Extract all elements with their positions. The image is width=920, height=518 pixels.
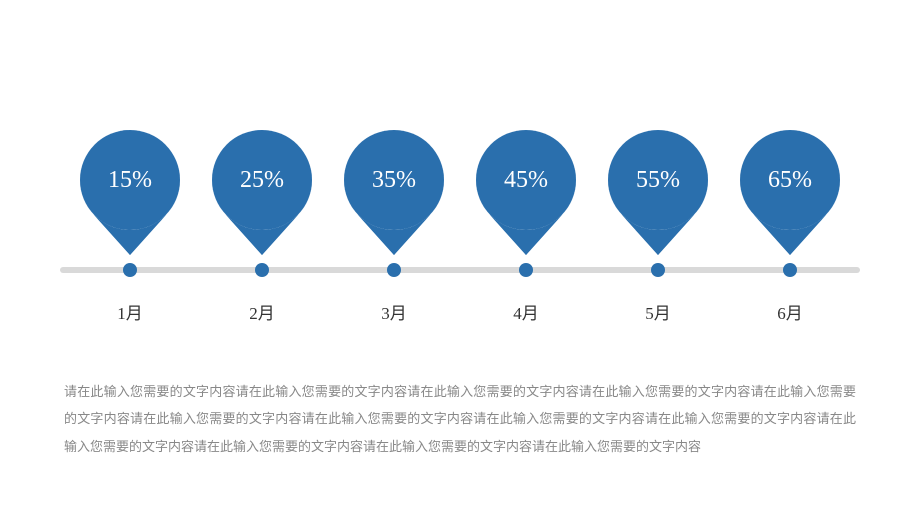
timeline-marker: 25% 2月 — [202, 130, 322, 324]
timeline-marker: 35% 3月 — [334, 130, 454, 324]
description-text: 请在此输入您需要的文字内容请在此输入您需要的文字内容请在此输入您需要的文字内容请… — [60, 378, 860, 460]
pin-value: 35% — [344, 167, 444, 194]
timeline: 15% 1月 25% 2月 35% 3月 45% 4月 55% 5月 65% 6月 — [60, 130, 860, 330]
pin-icon: 65% — [740, 130, 840, 255]
timeline-marker: 45% 4月 — [466, 130, 586, 324]
slide-container: 15% 1月 25% 2月 35% 3月 45% 4月 55% 5月 65% 6月 请在此输… — [0, 0, 920, 518]
timeline-dot — [519, 263, 533, 277]
timeline-markers: 15% 1月 25% 2月 35% 3月 45% 4月 55% 5月 65% 6月 — [60, 130, 860, 330]
pin-icon: 25% — [212, 130, 312, 255]
pin-value: 45% — [476, 167, 576, 194]
month-label: 4月 — [513, 299, 539, 324]
timeline-dot — [255, 263, 269, 277]
pin-value: 65% — [740, 167, 840, 194]
timeline-marker: 55% 5月 — [598, 130, 718, 324]
timeline-dot — [651, 263, 665, 277]
pin-value: 55% — [608, 167, 708, 194]
pin-icon: 55% — [608, 130, 708, 255]
timeline-dot — [123, 263, 137, 277]
pin-icon: 15% — [80, 130, 180, 255]
pin-value: 25% — [212, 167, 312, 194]
month-label: 2月 — [249, 299, 275, 324]
month-label: 1月 — [117, 299, 143, 324]
timeline-marker: 15% 1月 — [70, 130, 190, 324]
pin-icon: 45% — [476, 130, 576, 255]
timeline-dot — [387, 263, 401, 277]
month-label: 3月 — [381, 299, 407, 324]
timeline-dot — [783, 263, 797, 277]
pin-icon: 35% — [344, 130, 444, 255]
month-label: 5月 — [645, 299, 671, 324]
month-label: 6月 — [777, 299, 803, 324]
timeline-marker: 65% 6月 — [730, 130, 850, 324]
pin-value: 15% — [80, 167, 180, 194]
